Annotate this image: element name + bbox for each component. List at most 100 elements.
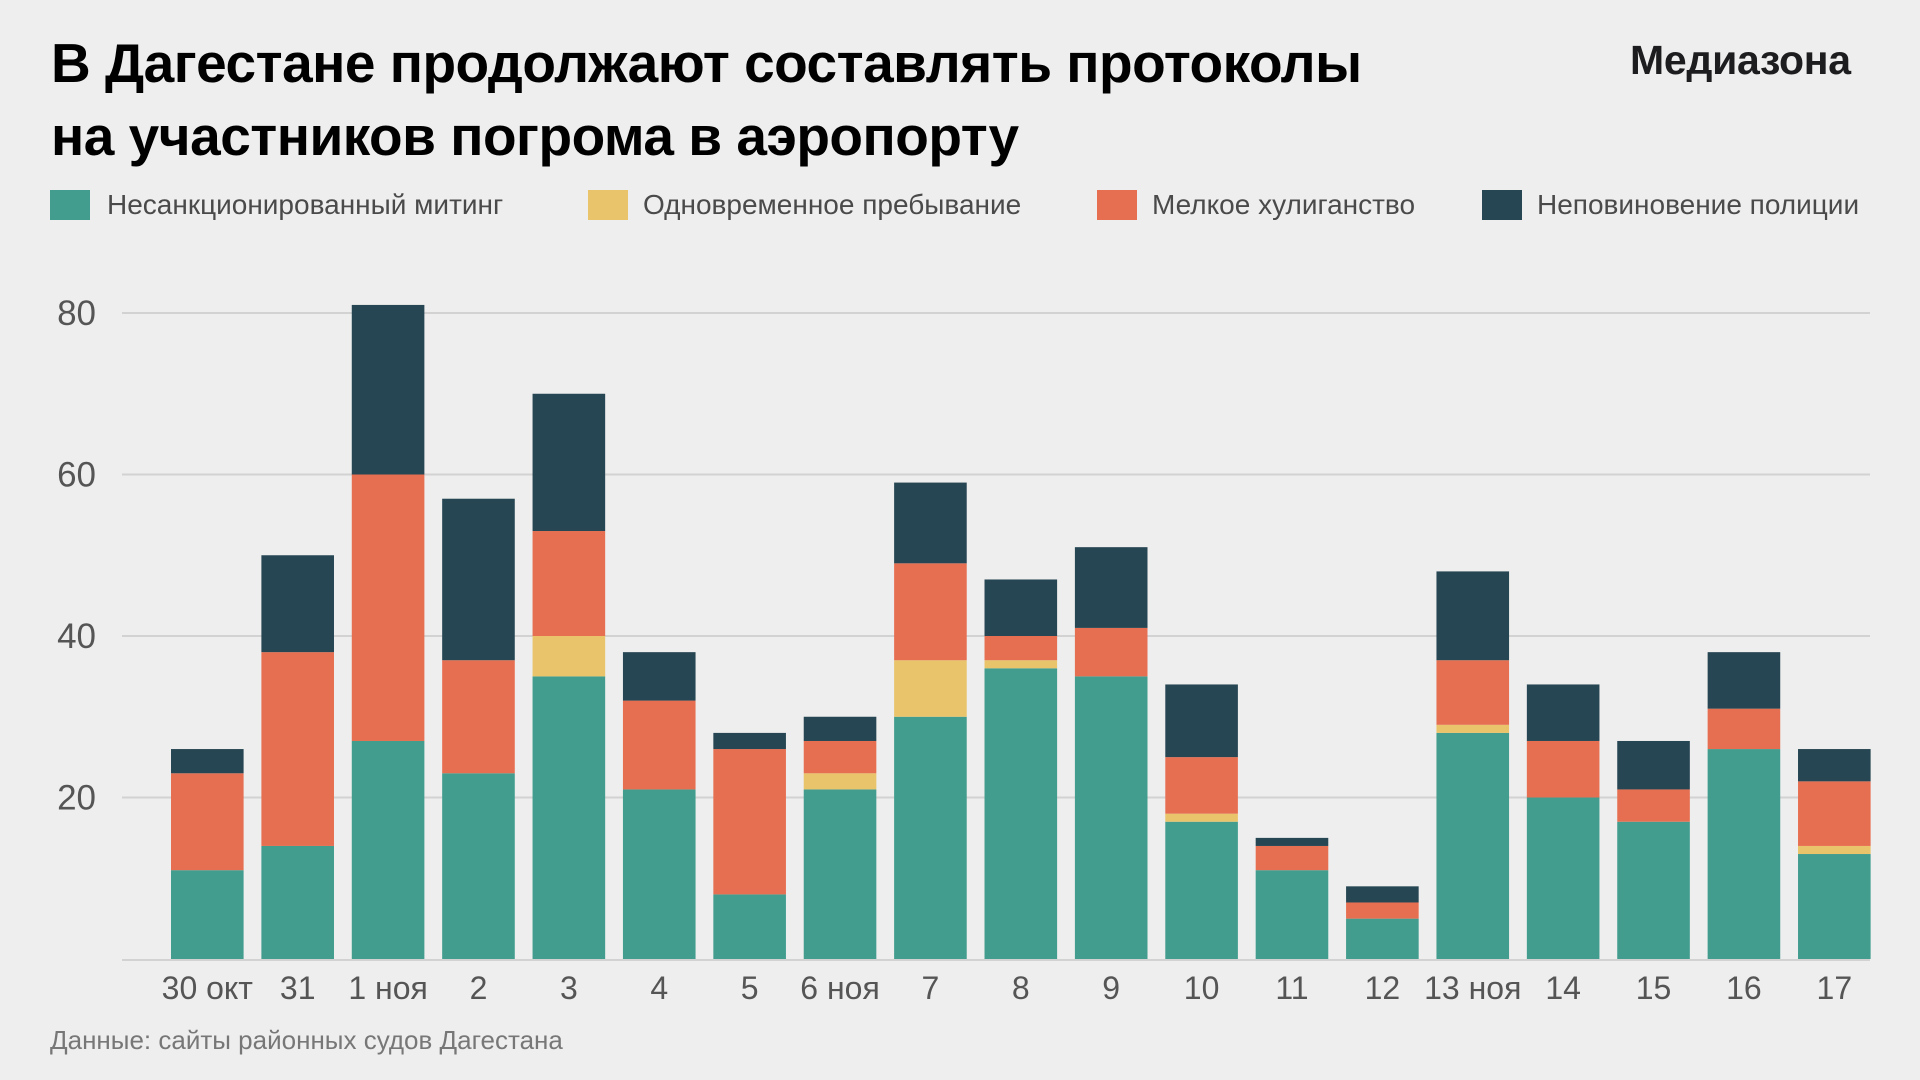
- chart-title-line-1: В Дагестане продолжают составлять проток…: [51, 32, 1362, 94]
- mediazona-logo: Медиазона: [1630, 37, 1851, 83]
- bar-segment-petty-hooliganism: [1255, 845, 1329, 871]
- y-axis-ticks: 20 40 60 80: [57, 294, 96, 818]
- bar-segment-unsanctioned-rally: [171, 870, 244, 959]
- bar-segment-simultaneous-presence: [532, 636, 606, 677]
- bar-segment-petty-hooliganism: [984, 636, 1058, 661]
- bar-segment-unsanctioned-rally: [442, 773, 515, 959]
- x-tick-label: 15: [1636, 970, 1672, 1006]
- bar-segment-police-disobedience: [442, 498, 515, 661]
- x-tick-label: 17: [1817, 970, 1853, 1006]
- x-axis-ticks: 30 окт 31 1 ноя 2 3 4 5 6 ноя 7 8 9 10 11 12 13 ноя 14 1…: [162, 970, 1852, 1006]
- bar-segment-petty-hooliganism: [351, 474, 425, 741]
- bar-segment-police-disobedience: [984, 579, 1058, 636]
- x-tick-label: 16: [1726, 970, 1762, 1006]
- x-tick-label: 30 окт: [162, 970, 254, 1006]
- bar-segment-unsanctioned-rally: [1707, 749, 1781, 959]
- bars: [171, 304, 1871, 960]
- bar-segment-petty-hooliganism: [442, 660, 515, 774]
- bar-segment-petty-hooliganism: [1707, 708, 1781, 750]
- bar-segment-unsanctioned-rally: [261, 845, 334, 959]
- legend-swatch-police-disobedience: [1482, 190, 1522, 220]
- bar-stack: [622, 652, 696, 959]
- x-tick-label: 7: [922, 970, 940, 1006]
- bar-segment-petty-hooliganism: [171, 773, 244, 871]
- bar-stack: [1617, 740, 1690, 959]
- bar-segment-simultaneous-presence: [894, 660, 967, 717]
- x-tick-label: 9: [1102, 970, 1120, 1006]
- bar-segment-unsanctioned-rally: [532, 676, 606, 960]
- bar-segment-police-disobedience: [351, 304, 425, 475]
- chart-title: В Дагестане продолжают составлять проток…: [51, 27, 1551, 173]
- bar-stack: [351, 304, 425, 959]
- bar-segment-unsanctioned-rally: [1798, 854, 1871, 959]
- bar-segment-police-disobedience: [171, 749, 244, 774]
- bar-segment-petty-hooliganism: [622, 700, 696, 790]
- bar-stack: [1798, 749, 1871, 959]
- bar-segment-petty-hooliganism: [1436, 660, 1510, 725]
- bar-segment-petty-hooliganism: [1346, 902, 1419, 919]
- bar-segment-police-disobedience: [532, 393, 606, 532]
- bar-segment-simultaneous-presence: [984, 660, 1058, 669]
- bar-segment-unsanctioned-rally: [1074, 676, 1148, 960]
- bar-segment-police-disobedience: [713, 732, 786, 750]
- x-tick-label: 13 ноя: [1424, 970, 1521, 1006]
- x-tick-label: 14: [1545, 970, 1581, 1006]
- bar-stack: [894, 482, 967, 959]
- bar-segment-unsanctioned-rally: [1346, 918, 1419, 960]
- bar-stack: [984, 579, 1058, 959]
- bar-segment-police-disobedience: [1707, 652, 1781, 709]
- bar-stack: [1526, 684, 1600, 959]
- bar-segment-petty-hooliganism: [261, 652, 334, 846]
- x-tick-label: 10: [1184, 970, 1220, 1006]
- x-tick-label: 12: [1365, 970, 1401, 1006]
- bar-segment-petty-hooliganism: [894, 563, 967, 661]
- legend-swatch-petty-hooliganism: [1097, 190, 1137, 220]
- bar-segment-police-disobedience: [1255, 837, 1329, 846]
- bar-segment-simultaneous-presence: [803, 773, 877, 790]
- bar-segment-petty-hooliganism: [803, 740, 877, 774]
- legend-label-police-disobedience: Неповиновение полиции: [1537, 189, 1860, 220]
- bar-segment-unsanctioned-rally: [984, 668, 1058, 959]
- bar-segment-unsanctioned-rally: [1526, 797, 1600, 959]
- x-tick-label: 4: [650, 970, 668, 1006]
- legend-swatch-unsanctioned-rally: [50, 190, 90, 220]
- bar-segment-unsanctioned-rally: [1436, 732, 1510, 959]
- bar-segment-police-disobedience: [1436, 571, 1510, 661]
- bar-segment-police-disobedience: [1617, 740, 1690, 790]
- bar-stack: [1165, 684, 1238, 959]
- bar-segment-petty-hooliganism: [1526, 740, 1600, 798]
- bar-segment-unsanctioned-rally: [1255, 870, 1329, 959]
- bar-segment-police-disobedience: [1074, 547, 1148, 628]
- bar-stack: [1707, 652, 1781, 959]
- bar-segment-petty-hooliganism: [1074, 627, 1148, 677]
- x-tick-label: 3: [560, 970, 578, 1006]
- x-tick-label: 8: [1012, 970, 1030, 1006]
- bar-segment-police-disobedience: [803, 716, 877, 741]
- y-tick-label: 60: [57, 456, 96, 495]
- bar-stack: [1436, 571, 1510, 959]
- bar-segment-police-disobedience: [1165, 684, 1238, 758]
- bar-stack: [532, 393, 606, 960]
- bar-segment-unsanctioned-rally: [713, 894, 786, 959]
- legend-label-petty-hooliganism: Мелкое хулиганство: [1152, 189, 1416, 220]
- bar-stack: [442, 498, 515, 959]
- bar-segment-unsanctioned-rally: [894, 716, 967, 959]
- bar-segment-police-disobedience: [1798, 749, 1871, 782]
- bar-stack: [713, 732, 786, 959]
- bar-segment-unsanctioned-rally: [622, 789, 696, 959]
- y-tick-label: 40: [57, 617, 96, 656]
- x-tick-label: 5: [741, 970, 759, 1006]
- x-tick-label: 31: [280, 970, 316, 1006]
- bar-stack: [803, 716, 877, 959]
- bar-segment-police-disobedience: [1526, 684, 1600, 741]
- y-tick-label: 20: [57, 779, 96, 818]
- legend-label-simultaneous-presence: Одновременное пребывание: [643, 189, 1022, 220]
- bar-stack: [1074, 547, 1148, 960]
- bar-segment-petty-hooliganism: [1617, 789, 1690, 822]
- bar-stack: [1255, 837, 1329, 959]
- bar-segment-police-disobedience: [261, 555, 334, 653]
- y-tick-label: 80: [57, 294, 96, 333]
- bar-segment-unsanctioned-rally: [351, 740, 425, 959]
- bar-segment-police-disobedience: [622, 652, 696, 701]
